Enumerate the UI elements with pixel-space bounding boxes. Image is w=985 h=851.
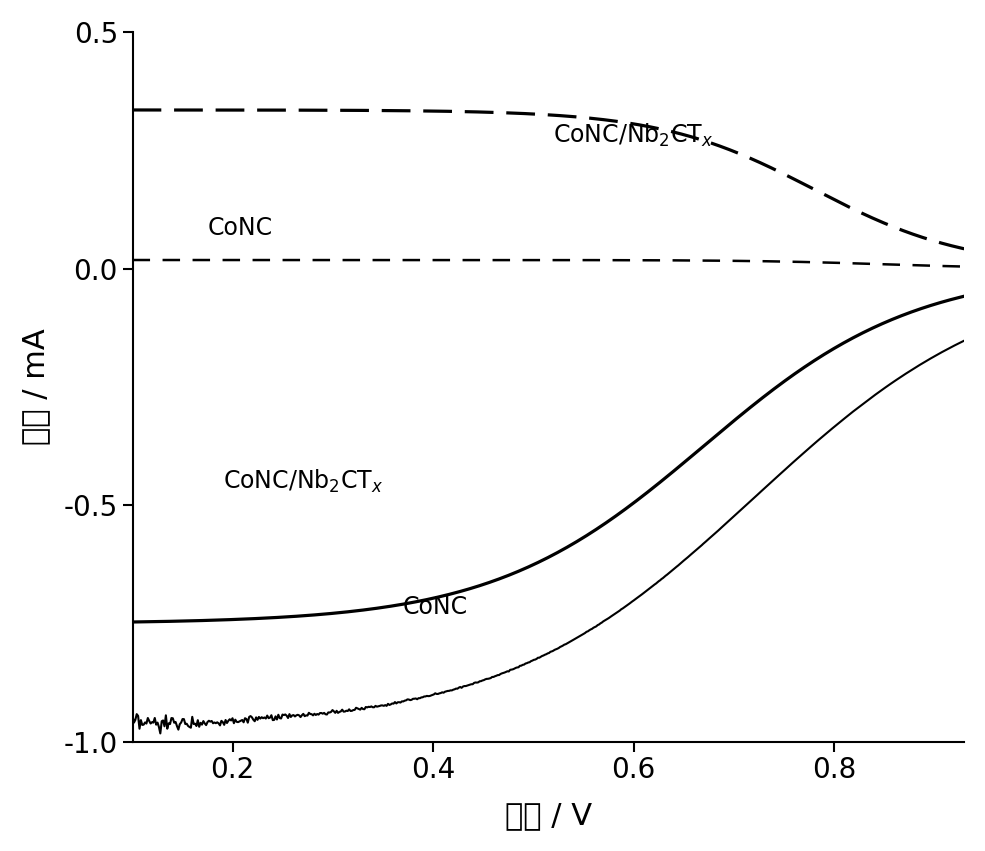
Text: CoNC: CoNC <box>208 216 273 240</box>
Y-axis label: 电流 / mA: 电流 / mA <box>21 328 50 445</box>
Text: CoNC/Nb$_2$CT$_x$: CoNC/Nb$_2$CT$_x$ <box>554 122 714 149</box>
Text: CoNC/Nb$_2$CT$_x$: CoNC/Nb$_2$CT$_x$ <box>223 468 383 494</box>
Text: CoNC: CoNC <box>403 595 468 619</box>
X-axis label: 电压 / V: 电压 / V <box>504 801 592 831</box>
